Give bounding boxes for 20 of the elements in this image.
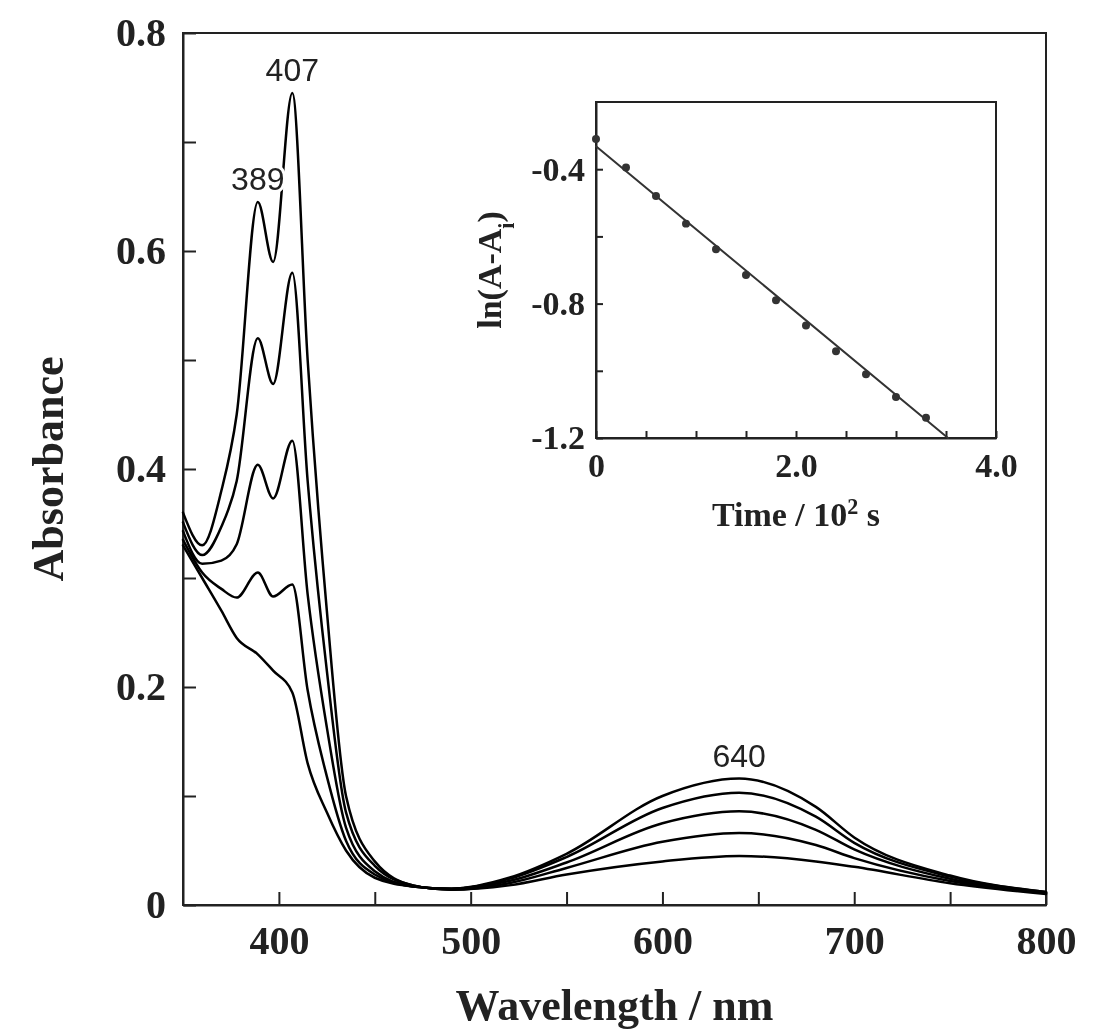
y-tick-label: 0.8 xyxy=(116,10,166,56)
x-tick-label: 4.0 xyxy=(975,447,1018,485)
y-tick-label: 0 xyxy=(146,882,166,928)
annotation: 407 xyxy=(265,51,320,88)
annotation: 640 xyxy=(712,737,766,774)
x-tick-label: 800 xyxy=(1016,918,1077,964)
y-tick-label: -1.2 xyxy=(531,419,585,457)
x-tick-label: 400 xyxy=(249,918,310,964)
x-axis-title: Time / 10$^{2}$ s xyxy=(711,493,881,533)
x-tick-label: 2.0 xyxy=(775,447,818,485)
y-axis-title: Absorbance xyxy=(24,356,73,582)
x-axis-title: Wavelength / nm xyxy=(455,981,774,1030)
y-tick-label: 0.2 xyxy=(116,664,166,710)
x-tick-label: 600 xyxy=(632,918,693,964)
y-tick-label: 0.6 xyxy=(116,228,166,274)
x-tick-label: 500 xyxy=(441,918,502,964)
y-tick-label: -0.4 xyxy=(531,150,585,188)
y-tick-label: 0.4 xyxy=(116,446,166,492)
x-tick-label: 700 xyxy=(824,918,885,964)
y-tick-label: -0.8 xyxy=(531,284,585,322)
